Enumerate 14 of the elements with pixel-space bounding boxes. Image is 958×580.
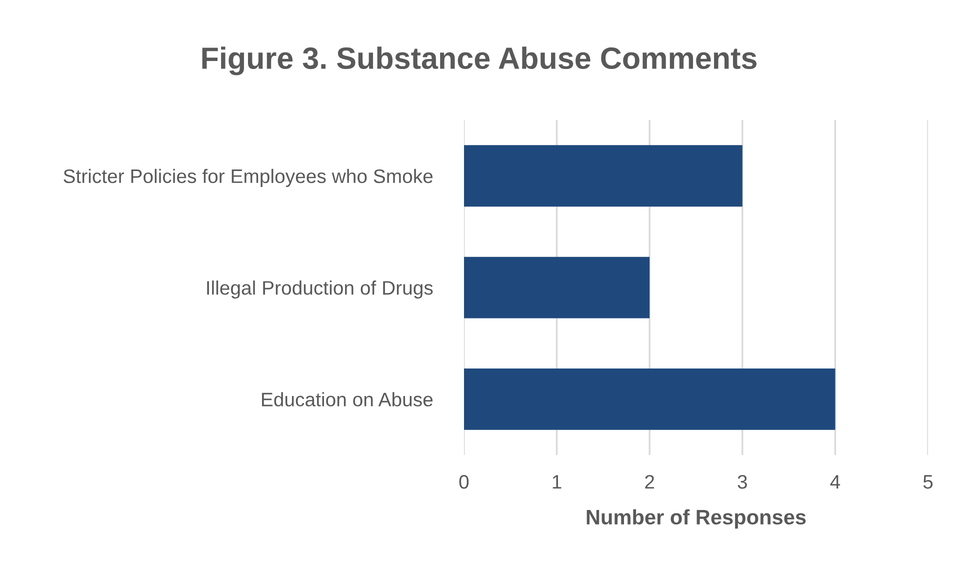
y-tick-label: Illegal Production of Drugs (207, 280, 433, 299)
x-axis-title: Number of Responses (586, 509, 806, 529)
chart-title: Figure 3. Substance Abuse Comments (202, 46, 756, 76)
bar (464, 368, 836, 430)
x-tick-label: 1 (552, 475, 562, 489)
y-tick-label: Stricter Policies for Employees who Smoke (64, 168, 433, 187)
bar (464, 256, 650, 318)
x-tick-label: 3 (738, 474, 747, 489)
x-tick-label: 4 (830, 475, 840, 489)
x-tick-label: 2 (645, 474, 654, 489)
x-tick-label: 5 (923, 475, 933, 489)
y-tick-label: Education on Abuse (262, 392, 433, 406)
x-tick-label: 0 (459, 474, 469, 489)
bar (464, 145, 742, 207)
